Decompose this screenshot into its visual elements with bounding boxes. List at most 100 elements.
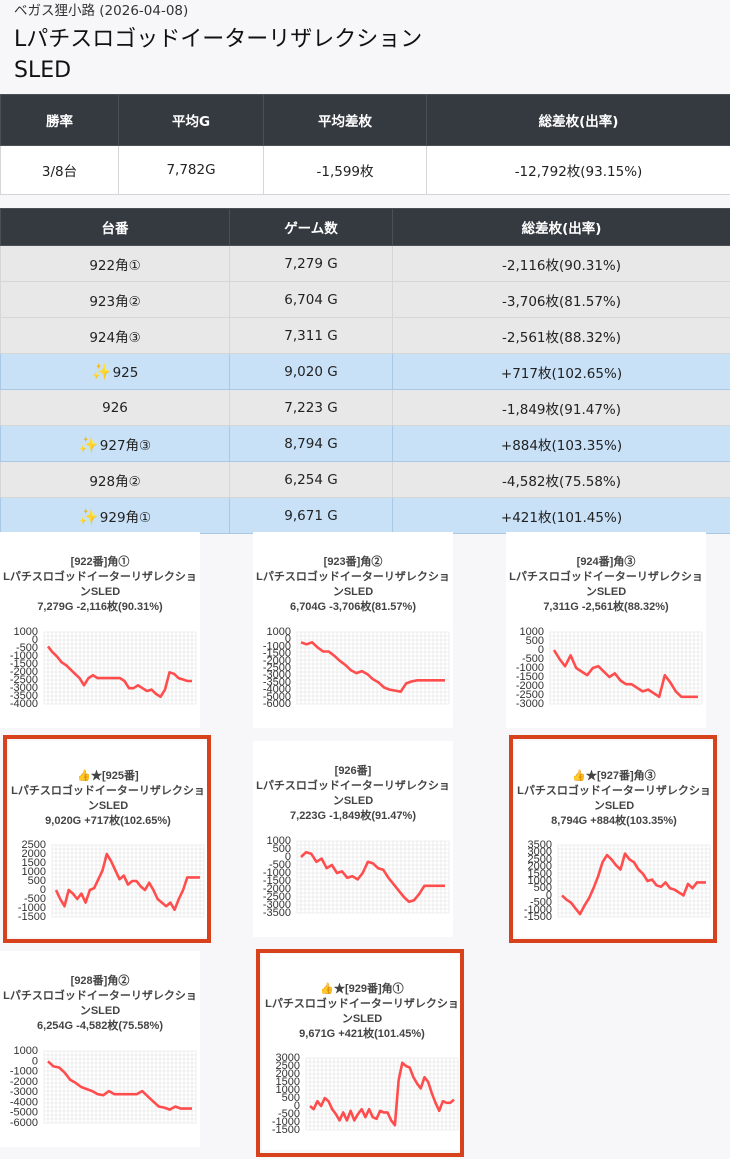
- chart-title-line: LパチスロゴッドイーターリザレクションSLED: [265, 998, 459, 1025]
- machine-diff: -2,116枚(90.31%): [392, 245, 730, 282]
- y-tick-label: 500: [28, 875, 46, 887]
- machine-diff-text: +421枚(101.45%): [500, 509, 623, 526]
- y-tick-label: 0: [285, 851, 291, 863]
- machine-diff: +884枚(103.35%): [392, 425, 730, 462]
- chart-title-line: LパチスロゴッドイーターリザレクションSLED: [11, 785, 205, 812]
- y-tick-label: 500: [273, 843, 291, 855]
- y-tick-label: 500: [282, 1092, 300, 1104]
- machine-number: 922角①: [0, 245, 230, 282]
- summary-avg-games: 7,782G: [118, 145, 264, 195]
- machine-number: ✨927角③: [0, 425, 230, 462]
- machine-number: 926: [0, 389, 230, 426]
- table-row: 926 7,223 G -1,849枚(91.47%): [0, 389, 730, 426]
- y-tick-label: -2000: [516, 680, 544, 692]
- y-tick-label: -2500: [516, 689, 544, 701]
- y-tick-label: 1000: [267, 835, 291, 847]
- machine-games: 7,279 G: [229, 245, 393, 282]
- summary-header-cell: 総差枚(出率): [426, 94, 730, 146]
- machine-number-text: 922角①: [89, 257, 141, 274]
- table-row: ✨927角③ 8,794 G +884枚(103.35%): [0, 425, 730, 462]
- y-tick-label: 1500: [528, 868, 552, 880]
- chart-card: [926番] LパチスロゴッドイーターリザレクションSLED 7,223G -1,8…: [253, 741, 453, 937]
- y-tick-label: 2000: [276, 1068, 300, 1080]
- machine-diff: +421枚(101.45%): [392, 497, 730, 534]
- machine-number-text: 926: [102, 399, 128, 416]
- y-tick-label: 3500: [528, 839, 552, 851]
- page-title-line1: Lパチスロゴッドイーターリザレクション: [14, 27, 423, 52]
- chart-title-line: 9,020G +717枚(102.65%): [45, 815, 171, 827]
- table-row: ✨925 9,020 G +717枚(102.65%): [0, 353, 730, 390]
- y-tick-label: -500: [278, 1108, 300, 1120]
- machine-games: 8,794 G: [229, 425, 393, 462]
- chart-card: [924番]角③ LパチスロゴッドイーターリザレクションSLED 7,311G -2…: [506, 532, 706, 728]
- y-tick-label: -500: [530, 897, 552, 909]
- y-tick-label: -2000: [263, 655, 291, 667]
- chart-title-line: [923番]角②: [323, 556, 383, 568]
- y-tick-label: -1500: [272, 1124, 300, 1136]
- machine-diff-text: +884枚(103.35%): [500, 437, 623, 454]
- y-tick-label: -4000: [10, 698, 38, 710]
- series-line: [309, 1061, 455, 1127]
- chart-title: [923番]角② LパチスロゴッドイーターリザレクションSLED 6,704G -3…: [253, 555, 453, 615]
- chart-title: 👍★[927番]角③ LパチスロゴッドイーターリザレクションSLED 8,794G …: [514, 769, 714, 829]
- summary-value-row: 3/8台 7,782G -1,599枚 -12,792枚(93.15%): [0, 145, 730, 195]
- y-tick-label: -3000: [10, 682, 38, 694]
- summary-header-cell: 平均差枚: [263, 94, 427, 146]
- machine-games: 6,704 G: [229, 281, 393, 318]
- y-tick-label: 0: [546, 889, 552, 901]
- line-chart: 10000-500-1000-1500-2000-2500-3000-3500-…: [10, 626, 197, 710]
- chart-card: [922番]角① LパチスロゴッドイーターリザレクションSLED 7,279G -2…: [0, 532, 200, 728]
- y-tick-label: -5000: [263, 691, 291, 703]
- chart-title-line: LパチスロゴッドイーターリザレクションSLED: [517, 785, 711, 812]
- y-tick-label: 2000: [528, 861, 552, 873]
- y-tick-label: -2500: [10, 674, 38, 686]
- series-line: [47, 1060, 192, 1111]
- y-tick-label: -1500: [516, 671, 544, 683]
- y-tick-label: -3000: [10, 1086, 38, 1098]
- machines-header-cell: 台番: [0, 208, 230, 246]
- y-tick-label: -3000: [263, 669, 291, 681]
- plus-highlight-frame: [3, 735, 211, 943]
- y-tick-label: -2000: [10, 666, 38, 678]
- series-line: [561, 852, 706, 916]
- y-tick-label: -4000: [10, 1096, 38, 1108]
- chart-title-line: [924番]角③: [576, 556, 636, 568]
- table-row: 924角③ 7,311 G -2,561枚(88.32%): [0, 317, 730, 354]
- machine-diff: -4,582枚(75.58%): [392, 461, 730, 498]
- machine-number-text: 929角①: [99, 509, 152, 526]
- y-tick-label: -1000: [263, 640, 291, 652]
- chart-title: [926番] LパチスロゴッドイーターリザレクションSLED 7,223G -1,8…: [253, 764, 453, 824]
- chart-title-line: [922番]角①: [70, 556, 130, 568]
- chart-title: [924番]角③ LパチスロゴッドイーターリザレクションSLED 7,311G -2…: [506, 555, 706, 615]
- y-tick-label: 2500: [276, 1060, 300, 1072]
- chart-title-line: [928番]角②: [70, 975, 130, 987]
- y-tick-label: 1500: [22, 857, 46, 869]
- machine-diff-text: +717枚(102.65%): [500, 365, 623, 382]
- sparkle-icon: ✨: [91, 362, 112, 381]
- y-tick-label: -6000: [263, 698, 291, 710]
- machine-games: 9,671 G: [229, 497, 393, 534]
- y-tick-label: -1500: [18, 911, 46, 923]
- y-tick-label: 500: [534, 882, 552, 894]
- series-line: [300, 641, 445, 693]
- y-tick-label: -4000: [263, 684, 291, 696]
- sparkle-icon: ✨: [78, 434, 99, 454]
- chart-title-line: 6,704G -3,706枚(81.57%): [290, 601, 416, 613]
- chart-card: [923番]角② LパチスロゴッドイーターリザレクションSLED 6,704G -3…: [253, 532, 453, 728]
- y-tick-label: -1000: [10, 650, 38, 662]
- summary-total-diff: -12,792枚(93.15%): [426, 145, 730, 195]
- machine-number-text: 928角②: [89, 473, 141, 490]
- series-line: [552, 649, 698, 699]
- y-tick-label: 0: [40, 884, 46, 896]
- machine-number-text: 924角③: [89, 329, 141, 346]
- machine-games-text: 9,671 G: [284, 507, 338, 524]
- y-tick-label: 1000: [267, 626, 291, 638]
- machines-header-cell: 総差枚(出率): [392, 208, 730, 246]
- table-row: ✨929角① 9,671 G +421枚(101.45%): [0, 497, 730, 534]
- machine-number-text: 927角③: [99, 437, 152, 454]
- summary-header-cell: 勝率: [0, 94, 119, 146]
- machine-diff: -2,561枚(88.32%): [392, 317, 730, 354]
- y-tick-label: 0: [538, 644, 544, 656]
- y-tick-label: -5000: [10, 1107, 38, 1119]
